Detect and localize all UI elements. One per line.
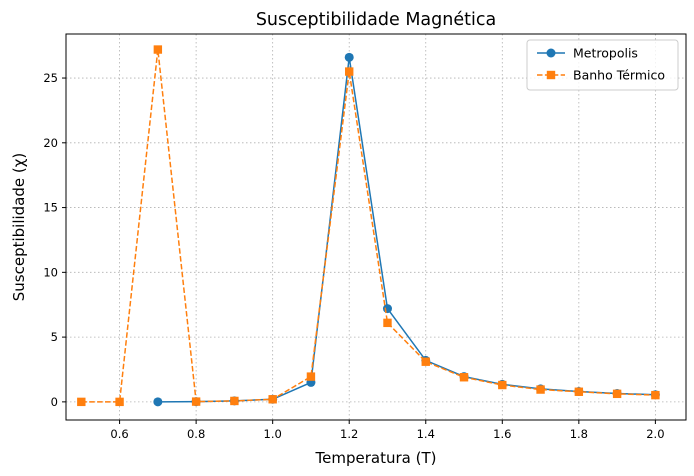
- ticks: 0.6 0.8 1.0 1.2 1.4 1.6 1.8 2.0 0 5 10 15 20 25: [43, 71, 664, 441]
- legend-item: Metropolis: [537, 46, 638, 61]
- series-banho-termico: [77, 45, 660, 407]
- x-tick-label: 1.0: [264, 427, 282, 441]
- data-point: [612, 389, 622, 399]
- legend-item: Banho Térmico: [537, 68, 665, 83]
- data-point: [153, 45, 163, 54]
- data-point: [498, 380, 507, 390]
- y-tick-label: 10: [43, 265, 58, 279]
- data-point: [383, 318, 392, 328]
- legend-label: Banho Térmico: [573, 68, 665, 83]
- series-layer: [77, 45, 660, 407]
- legend-label: Metropolis: [573, 46, 638, 61]
- data-point: [574, 387, 584, 396]
- data-point: [536, 385, 545, 394]
- x-tick-label: 1.2: [340, 427, 358, 441]
- data-point: [268, 395, 277, 404]
- data-point: [115, 397, 124, 407]
- data-point: [230, 396, 239, 406]
- y-tick-label: 20: [43, 136, 58, 150]
- y-tick-label: 0: [51, 395, 58, 409]
- y-axis-title: Susceptibilidade (χ): [10, 153, 28, 302]
- plot-frame: [65, 33, 687, 421]
- x-tick-label: 0.6: [110, 427, 128, 441]
- legend: Metropolis Banho Térmico: [526, 39, 679, 91]
- data-point: [344, 52, 354, 62]
- x-tick-label: 1.8: [570, 427, 588, 441]
- y-tick-label: 15: [43, 201, 58, 215]
- data-point: [77, 397, 86, 407]
- chart-title: Susceptibilidade Magnética: [256, 10, 496, 30]
- legend-marker: [546, 70, 556, 80]
- data-point: [153, 397, 163, 407]
- y-tick-label: 5: [51, 330, 58, 344]
- data-point: [345, 67, 354, 76]
- legend-marker: [546, 48, 556, 58]
- x-axis-title: Temperatura (T): [315, 449, 437, 467]
- data-point: [421, 357, 430, 366]
- x-tick-label: 1.6: [493, 427, 511, 441]
- data-point: [191, 397, 201, 406]
- x-tick-label: 0.8: [187, 427, 205, 441]
- y-tick-label: 25: [43, 71, 58, 85]
- x-tick-label: 2.0: [646, 427, 664, 441]
- data-point: [459, 373, 469, 382]
- series-line: [81, 49, 656, 403]
- data-point: [382, 304, 392, 314]
- data-point: [651, 390, 660, 400]
- x-tick-label: 1.4: [417, 427, 435, 441]
- data-point: [306, 372, 316, 381]
